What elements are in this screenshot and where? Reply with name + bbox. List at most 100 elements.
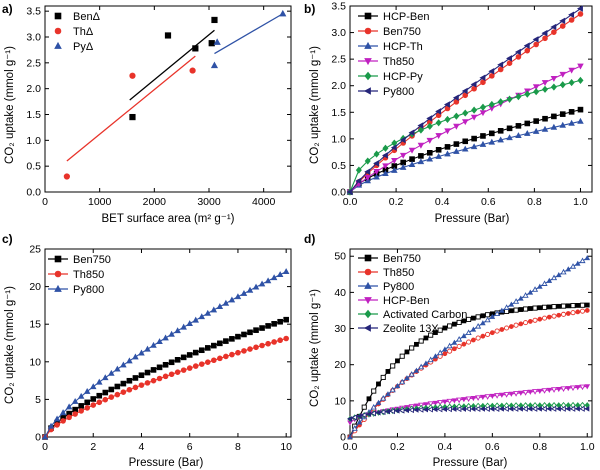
panel-d-series-hcp-ben-point: [565, 386, 572, 392]
panel-c-series-py800-point: [150, 341, 157, 348]
panel-c-series-py800-point: [114, 365, 121, 372]
panel-c-series-py800-point: [222, 299, 230, 306]
panel-b-series-hcp-py-point: [471, 106, 478, 114]
panel-b-series-hcp-ben-point: [506, 125, 513, 132]
panel-d-series-th850-point: [570, 310, 576, 316]
panel-d-series-th850-point: [546, 314, 552, 320]
panel-b-series-py800-point: [452, 94, 459, 101]
panel-c-xtick-label: 8: [235, 441, 241, 453]
panel-d-series-py800-point: [480, 320, 486, 326]
panel-d-series-py800-point: [408, 371, 415, 377]
panel-c-series-ben750-point: [259, 325, 265, 331]
panel-b-series-hcp-ben-point: [542, 115, 548, 122]
panel-a-legend-marker: [54, 27, 62, 35]
panel-d-series-py800-point: [489, 313, 496, 319]
panel-c-series-ben750-point: [78, 403, 84, 409]
panel-b-series-hcp-th-point: [479, 140, 487, 147]
panel-b-series-hcp-ben-point: [515, 123, 522, 129]
panel-c-series-th850-point: [156, 375, 163, 382]
panel-b-series-py800-point: [435, 108, 442, 115]
panel-d-series-ben750-point: [385, 369, 391, 374]
panel-a-label: a): [2, 2, 13, 16]
panel-c-series-py800-point: [89, 383, 97, 390]
panel-b-series-hcp-py-point: [479, 103, 486, 111]
panel-d-series-th850-point: [560, 311, 567, 317]
panel-a-series-th-point: [63, 173, 70, 180]
panel-c-series-th850-point: [174, 369, 181, 375]
panel-a-xtick-label: 0: [42, 196, 48, 208]
panel-b-series-th850-point: [408, 147, 416, 154]
panel-c-series-th850-point: [72, 411, 78, 417]
panel-d-series-th850-point: [442, 351, 448, 357]
panel-c-series-ben750-point: [180, 354, 187, 361]
panel-d-series-zeolite-13x-point: [360, 411, 367, 419]
panel-b-series-hcp-th-point: [550, 123, 558, 130]
panel-d-series-th850-point: [527, 319, 533, 324]
panel-c-series-th850-line: [44, 337, 287, 438]
panel-d-series-py800-point: [499, 307, 505, 313]
panel-d-series-py800-point: [531, 286, 539, 292]
panel-b-series-ben750-point: [577, 11, 584, 17]
panel-d-series-py800-point: [347, 433, 353, 440]
panel-d-ytick-label: 40: [334, 287, 346, 299]
panel-c-series-py800-point: [71, 397, 79, 404]
panel-b-series-hcp-ben-point: [453, 141, 460, 147]
panel-c-series-ben750-point: [144, 369, 151, 376]
panel-d-series-zeolite-13x-point: [503, 405, 509, 412]
panel-d-series-zeolite-13x-point: [579, 405, 585, 412]
panel-d-series-th850-point: [451, 346, 457, 352]
panel-d-series-py800-point: [356, 419, 363, 425]
panel-b-xlabel: Pressure (Bar): [435, 213, 510, 225]
panel-d-series-py800-point: [465, 329, 472, 336]
panel-d-series-hcp-ben-point: [437, 400, 444, 406]
panel-c-series-ben750-point: [223, 338, 229, 344]
panel-d-series-hcp-ben-point: [451, 398, 458, 404]
panel-c-series-th850-point: [241, 348, 247, 354]
panel-b-series-py800-point: [576, 5, 583, 12]
panel-d-series-py800-point: [503, 304, 510, 310]
panel-d-series-py800-point: [437, 349, 444, 356]
panel-d-series-ben750-point: [485, 312, 491, 318]
panel-c: c) 0 2 4 6 8 10 0 5 10 15 20 25 Ben750 Th850 Py800 Pre…: [2, 232, 292, 469]
panel-b-series-th850-point: [568, 67, 575, 74]
panel-b-ytick-label: 1.0: [331, 133, 346, 145]
panel-b-ytick-label: 2.5: [331, 54, 346, 66]
panel-d-series-hcp-ben-point: [508, 391, 515, 397]
panel-d-series-zeolite-13x-point: [484, 405, 490, 412]
panel-d-series-zeolite-13x-point: [408, 406, 414, 414]
panel-c-series-ben750-point: [271, 321, 277, 327]
panel-c-series-th850-point: [78, 408, 84, 414]
panel-d-series-zeolite-13x-point: [446, 406, 452, 413]
panel-c-legend-label: Py800: [73, 284, 104, 296]
panel-b-series-py800-point: [355, 177, 362, 185]
panel-c-series-th850-point: [180, 367, 187, 373]
panel-b-series-py800-point: [479, 74, 486, 82]
panel-b-series-hcp-th-point: [435, 152, 442, 159]
panel-d-series-py800-point: [470, 326, 477, 332]
panel-b-series-hcp-py-point: [417, 126, 424, 134]
panel-b-series-hcp-py-point: [533, 88, 540, 96]
panel-d-series-hcp-ben-point: [574, 385, 581, 391]
panel-d-series-ben750-point: [404, 349, 410, 355]
panel-d-series-ben750-point: [575, 303, 581, 308]
panel-c-series-py800-point: [198, 313, 206, 320]
panel-a-xlabel: BET surface area (m² g⁻¹): [101, 213, 234, 225]
panel-c-series-py800-point: [120, 361, 127, 368]
panel-c-series-th850-point: [120, 389, 127, 395]
panel-b-ytick-label: 3.5: [331, 1, 346, 13]
panel-d-series-hcp-ben-point: [465, 396, 472, 403]
panel-c-legend-marker: [54, 255, 62, 263]
panel-d-series-py800-point: [461, 333, 467, 339]
panel-c-series-ben750-point: [108, 386, 115, 393]
panel-c-series-th850-point: [150, 377, 157, 384]
panel-d-series-hcp-ben-point: [555, 386, 562, 393]
panel-c-series-ben750-point: [120, 380, 127, 387]
panel-c-series-th850-point: [271, 339, 277, 345]
panel-b-series-hcp-th-point: [577, 117, 584, 124]
panel-c-series-th850-point: [114, 391, 121, 398]
panel-b-series-hcp-th-point: [373, 173, 380, 180]
panel-c-series-py800-point: [53, 415, 61, 422]
panel-a-ytick-label: 0.5: [26, 161, 41, 173]
panel-c-series-th850-point: [277, 337, 283, 344]
panel-b-series-hcp-py-point: [373, 150, 380, 158]
